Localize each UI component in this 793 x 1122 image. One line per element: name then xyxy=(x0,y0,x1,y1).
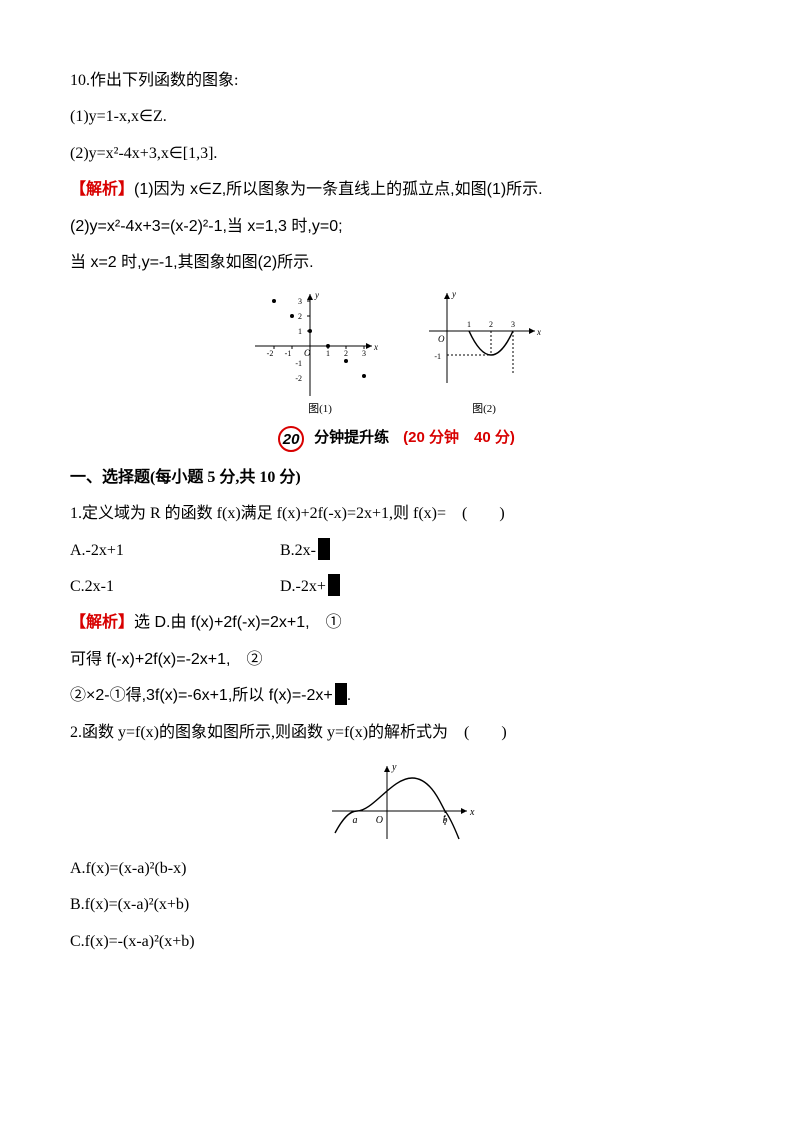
q10-sol2b: 当 x=2 时,y=-1,其图象如图(2)所示. xyxy=(70,248,723,278)
svg-text:O: O xyxy=(304,348,311,358)
q2-option-c: C.f(x)=-(x-a)²(x+b) xyxy=(70,927,723,957)
svg-text:-1: -1 xyxy=(284,349,291,358)
solution-label: 【解析】 xyxy=(70,181,134,198)
svg-text:y: y xyxy=(391,762,397,773)
q10-sol1-text: (1)因为 x∈Z,所以图象为一条直线上的孤立点,如图(1)所示. xyxy=(134,181,543,198)
svg-text:1: 1 xyxy=(326,349,330,358)
svg-text:3: 3 xyxy=(511,320,515,329)
svg-text:a: a xyxy=(352,815,357,826)
svg-text:2: 2 xyxy=(298,312,302,321)
figure-3: x y a O b xyxy=(70,756,723,846)
practice-time: (20 分钟 40 分) xyxy=(403,424,515,453)
q10-stem: 10.作出下列函数的图象: xyxy=(70,66,723,96)
svg-text:O: O xyxy=(438,334,445,344)
q1-sol-a: 【解析】选 D.由 f(x)+2f(-x)=2x+1, ① xyxy=(70,608,723,638)
q1-options-row1: A.-2x+1 B.2x- xyxy=(70,536,723,566)
svg-text:2: 2 xyxy=(489,320,493,329)
svg-text:-1: -1 xyxy=(434,352,441,361)
figure-1: x y -2 -1 O 1 2 3 1 2 3 -1 -2 xyxy=(245,286,395,416)
q1-option-d: D.-2x+ xyxy=(280,572,340,602)
svg-text:1: 1 xyxy=(298,327,302,336)
svg-text:x: x xyxy=(536,327,541,337)
svg-text:y: y xyxy=(451,289,456,299)
svg-text:1: 1 xyxy=(467,320,471,329)
section1-heading: 一、选择题(每小题 5 分,共 10 分) xyxy=(70,463,723,493)
q1-stem: 1.定义域为 R 的函数 f(x)满足 f(x)+2f(-x)=2x+1,则 f… xyxy=(70,499,723,529)
q10-part2: (2)y=x²-4x+3,x∈[1,3]. xyxy=(70,139,723,169)
q1-options-row2: C.2x-1 D.-2x+ xyxy=(70,572,723,602)
figures-row: x y -2 -1 O 1 2 3 1 2 3 -1 -2 xyxy=(70,286,723,416)
svg-text:y: y xyxy=(314,290,319,300)
svg-text:2: 2 xyxy=(344,349,348,358)
q2-option-a: A.f(x)=(x-a)²(b-x) xyxy=(70,854,723,884)
svg-text:3: 3 xyxy=(298,297,302,306)
q1-sol-b: 可得 f(-x)+2f(x)=-2x+1, ② xyxy=(70,645,723,675)
practice-badge: 20 xyxy=(278,426,304,452)
q10-sol2a: (2)y=x²-4x+3=(x-2)²-1,当 x=1,3 时,y=0; xyxy=(70,212,723,242)
svg-text:x: x xyxy=(469,807,475,818)
fraction-box xyxy=(335,683,347,705)
q1-option-a: A.-2x+1 xyxy=(70,536,280,566)
svg-text:3: 3 xyxy=(362,349,366,358)
svg-text:-1: -1 xyxy=(295,359,302,368)
fraction-box xyxy=(328,574,340,596)
svg-text:-2: -2 xyxy=(266,349,273,358)
solution-label: 【解析】 xyxy=(70,614,134,631)
q2-stem: 2.函数 y=f(x)的图象如图所示,则函数 y=f(x)的解析式为 ( ) xyxy=(70,718,723,748)
fraction-box xyxy=(318,538,330,560)
q2-option-b: B.f(x)=(x-a)²(x+b) xyxy=(70,890,723,920)
svg-text:-2: -2 xyxy=(295,374,302,383)
q1-option-b: B.2x- xyxy=(280,536,330,566)
q10-sol1: 【解析】(1)因为 x∈Z,所以图象为一条直线上的孤立点,如图(1)所示. xyxy=(70,175,723,205)
q1-sol-c: ②×2-①得,3f(x)=-6x+1,所以 f(x)=-2x+. xyxy=(70,681,723,711)
svg-text:O: O xyxy=(375,815,382,826)
fig1-label: 图(1) xyxy=(308,402,332,415)
q10-part1: (1)y=1-x,x∈Z. xyxy=(70,102,723,132)
practice-label: 分钟提升练 xyxy=(314,424,389,453)
figure-2: x y O 1 2 3 -1 图(2) xyxy=(419,286,549,416)
q1-option-c: C.2x-1 xyxy=(70,572,280,602)
fig2-label: 图(2) xyxy=(472,402,496,415)
svg-text:x: x xyxy=(373,342,378,352)
practice-row: 20 分钟提升练 (20 分钟 40 分) xyxy=(70,424,723,453)
